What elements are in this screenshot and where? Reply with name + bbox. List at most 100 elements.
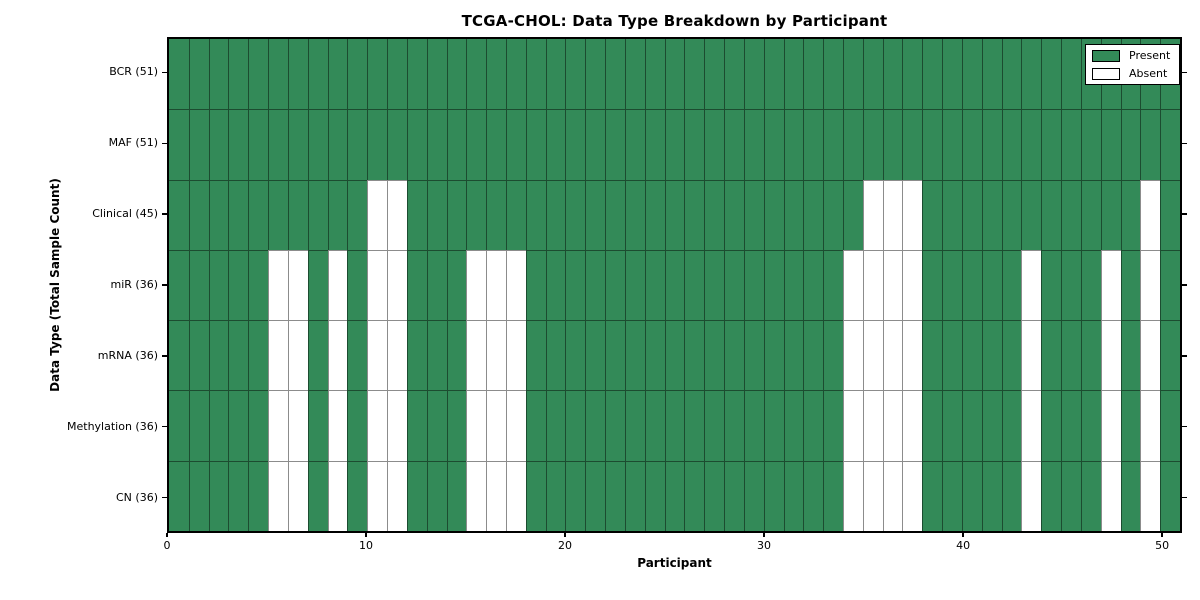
heatmap-cell-present [486, 179, 506, 250]
x-tick-mark-10 [365, 533, 367, 537]
heatmap-cell-present [1061, 109, 1081, 180]
heatmap-cell-present [169, 320, 189, 391]
heatmap-cell-present [1001, 39, 1022, 110]
heatmap-cell-present [1061, 179, 1081, 250]
heatmap-cell-present [743, 460, 764, 531]
legend-swatch-absent-icon [1092, 67, 1120, 80]
heatmap-cell-present [1100, 109, 1121, 180]
chart-title: TCGA-CHOL: Data Type Breakdown by Partic… [461, 12, 888, 30]
heatmap-cell-present [605, 179, 625, 250]
y-tick-mark-left-miR [162, 284, 167, 286]
heatmap-cell-absent [902, 320, 923, 391]
heatmap-cell-present [208, 320, 229, 391]
heatmap-cell-present [545, 39, 566, 110]
heatmap-cell-present [585, 320, 606, 391]
heatmap-cell-present [525, 460, 546, 531]
heatmap-cell-present [1001, 390, 1022, 461]
heatmap-cell-present [961, 109, 982, 180]
heatmap-cell-present [743, 39, 764, 110]
heatmap-cell-present [466, 179, 487, 250]
heatmap-cell-present [188, 109, 209, 180]
heatmap-cell-present [605, 390, 625, 461]
heatmap-cell-present [922, 109, 943, 180]
heatmap-cell-present [664, 249, 685, 321]
legend: Present Absent [1085, 44, 1181, 85]
heatmap-cell-present [525, 109, 546, 180]
heatmap-cell-present [248, 249, 269, 321]
heatmap-cell-present [803, 390, 824, 461]
heatmap-cell-present [446, 249, 467, 321]
heatmap-cell-present [565, 390, 586, 461]
heatmap-cell-present [724, 39, 744, 110]
heatmap-cell-present [228, 179, 249, 250]
heatmap-cell-present [783, 390, 804, 461]
y-tick-label-BCR: BCR (51) [109, 65, 158, 79]
heatmap-cell-absent [486, 249, 506, 321]
heatmap-cell-present [248, 39, 269, 110]
heatmap-cell-present [922, 249, 943, 321]
y-tick-mark-right-MAF [1182, 142, 1187, 145]
heatmap-cell-absent [1100, 249, 1121, 321]
heatmap-cell-absent [882, 249, 903, 321]
heatmap-cell-present [188, 179, 209, 250]
heatmap-cell-present [981, 109, 1002, 180]
heatmap-cell-present [307, 320, 328, 391]
y-tick-mark-right-BCR [1182, 71, 1187, 74]
heatmap-cell-present [843, 109, 863, 180]
heatmap-cell-present [169, 460, 189, 531]
heatmap-cell-present [1021, 109, 1042, 180]
heatmap-cell-present [446, 460, 467, 531]
heatmap-cell-present [486, 39, 506, 110]
heatmap-row-Clinical [169, 179, 1180, 250]
heatmap-cell-present [446, 109, 467, 180]
heatmap-cell-present [961, 320, 982, 391]
heatmap-cell-present [783, 249, 804, 321]
heatmap-cell-present [763, 460, 784, 531]
heatmap-cell-absent [506, 320, 526, 391]
heatmap-cell-absent [466, 320, 487, 391]
heatmap-cell-present [446, 390, 467, 461]
heatmap-cell-present [981, 390, 1002, 461]
heatmap-cell-present [307, 39, 328, 110]
heatmap-cell-absent [1021, 320, 1042, 391]
heatmap-cell-present [406, 109, 427, 180]
heatmap-cell-present [1160, 460, 1180, 531]
heatmap-cell-absent [287, 460, 308, 531]
heatmap-cell-present [763, 390, 784, 461]
x-tick-mark-50 [1161, 533, 1163, 537]
legend-swatch-present-icon [1092, 49, 1120, 62]
heatmap-cell-absent [367, 320, 388, 391]
heatmap-cell-present [1001, 109, 1022, 180]
heatmap-cell-present [387, 39, 407, 110]
heatmap-cell-absent [902, 249, 923, 321]
heatmap-cell-present [1080, 320, 1101, 391]
heatmap-cell-present [803, 320, 824, 391]
heatmap-cell-present [545, 179, 566, 250]
heatmap-cell-present [763, 320, 784, 391]
heatmap-cell-present [605, 249, 625, 321]
heatmap-cell-present [466, 109, 487, 180]
heatmap-cell-absent [902, 390, 923, 461]
heatmap-cell-present [724, 390, 744, 461]
heatmap-cell-present [506, 39, 526, 110]
heatmap-cell-present [783, 460, 804, 531]
heatmap-cell-present [922, 39, 943, 110]
heatmap-cell-present [466, 39, 487, 110]
heatmap-cell-present [248, 390, 269, 461]
heatmap-cell-present [1041, 109, 1062, 180]
heatmap-cell-present [664, 179, 685, 250]
heatmap-cell-present [208, 109, 229, 180]
heatmap-cell-present [664, 320, 685, 391]
heatmap-cell-absent [486, 460, 506, 531]
heatmap-cell-absent [882, 460, 903, 531]
heatmap-cell-absent [367, 460, 388, 531]
heatmap-cell-present [862, 39, 883, 110]
heatmap-cell-absent [367, 390, 388, 461]
heatmap-cell-absent [1100, 320, 1121, 391]
heatmap-cell-present [882, 109, 903, 180]
x-tick-label-50: 50 [1155, 539, 1170, 552]
heatmap-cell-present [188, 249, 209, 321]
heatmap-cell-present [307, 109, 328, 180]
heatmap-cell-absent [287, 390, 308, 461]
x-tick-mark-0 [166, 533, 168, 537]
